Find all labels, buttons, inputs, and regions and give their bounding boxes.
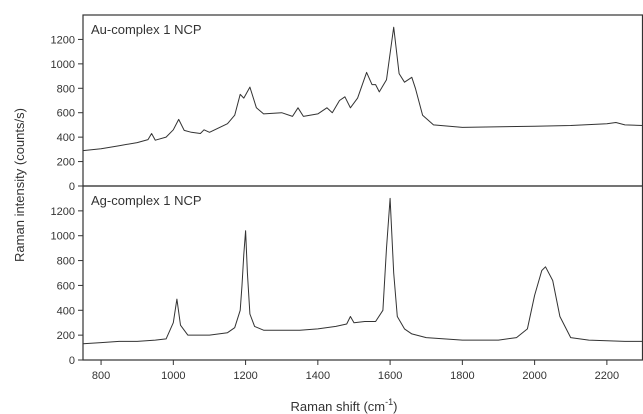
y-tick-label: 800 — [57, 256, 75, 268]
y-tick-label: 200 — [57, 157, 75, 169]
y-tick-label: 1200 — [51, 34, 75, 46]
y-tick-label: 1200 — [51, 206, 75, 218]
y-tick-label: 400 — [57, 305, 75, 317]
spectrum-line — [82, 197, 643, 345]
x-tick-label: 1800 — [450, 370, 474, 382]
spectrum-line — [82, 26, 643, 152]
y-tick-label: 1000 — [51, 59, 75, 71]
y-tick-label: 400 — [57, 132, 75, 144]
x-tick-label: 1000 — [161, 370, 185, 382]
x-axis: 800 1000 1200 1400 1600 1800 2000 2200 — [92, 360, 619, 382]
y-tick-label: 0 — [69, 181, 75, 193]
panel-label: Au-complex 1 NCP — [91, 22, 202, 37]
x-axis-title: Raman shift (cm-1) — [291, 397, 398, 414]
panel-frame — [82, 14, 643, 187]
panel-label: Ag-complex 1 NCP — [91, 193, 202, 208]
y-tick-label: 1000 — [51, 231, 75, 243]
x-axis-title-close: ) — [393, 399, 397, 414]
x-tick-label: 1400 — [306, 370, 330, 382]
x-axis-title-main: Raman shift (cm — [291, 399, 386, 414]
x-tick-label: 1200 — [233, 370, 257, 382]
y-tick-label: 600 — [57, 108, 75, 120]
x-tick-label: 2200 — [595, 370, 619, 382]
y-axis-title: Raman intensity (counts/s) — [12, 108, 27, 262]
x-axis-title-sup: -1 — [385, 397, 393, 407]
y-tick-label: 600 — [57, 280, 75, 292]
x-tick-label: 800 — [92, 370, 110, 382]
panels-layer: 0 200 400 600 800 1000 1200 Au-complex 1 NCP 0 20… — [51, 14, 643, 367]
y-tick-label: 800 — [57, 83, 75, 95]
x-tick-label: 1600 — [378, 370, 402, 382]
panel-2: 0 200 400 600 800 1000 1200 Ag-complex 1 NCP — [51, 185, 643, 367]
y-tick-label: 200 — [57, 330, 75, 342]
x-tick-label: 2000 — [522, 370, 546, 382]
panel-1: 0 200 400 600 800 1000 1200 Au-complex 1 NCP — [51, 14, 643, 193]
panel-frame — [82, 185, 643, 361]
y-tick-label: 0 — [69, 355, 75, 367]
